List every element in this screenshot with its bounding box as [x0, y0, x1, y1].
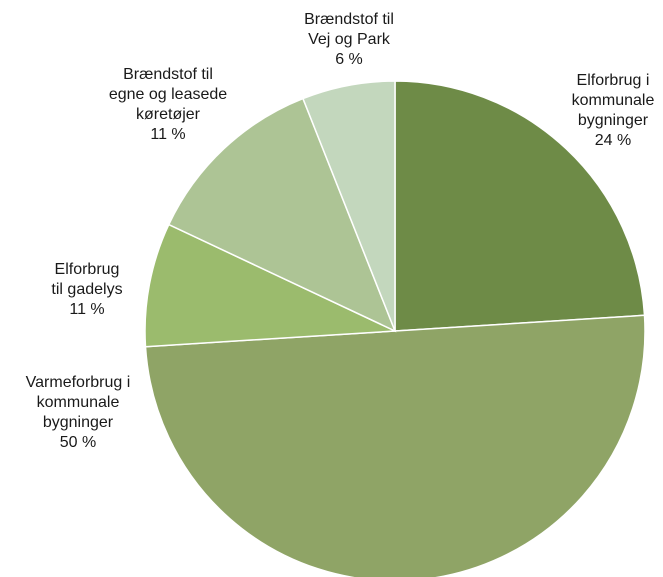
- pie-labels: Elforbrug i kommunale bygninger 24 % Varmefo…: [26, 11, 655, 451]
- slice-label-4: Brændstof til Vej og Park 6 %: [304, 11, 394, 68]
- slice-label-line-3-1: egne og leasede: [109, 86, 227, 103]
- slice-value-label-2: 11 %: [69, 301, 104, 318]
- slice-label-line-4-1: Vej og Park: [308, 31, 391, 48]
- slice-value-label-4: 6 %: [335, 51, 363, 68]
- slice-label-1: Varmeforbrug i kommunale bygninger 50 %: [26, 374, 131, 451]
- slice-label-line-0-0: Elforbrug i: [577, 72, 650, 89]
- pie-slice-2: [144, 223, 396, 348]
- slice-label-line-3-0: Brændstof til: [123, 66, 213, 83]
- pie-slices: [144, 80, 646, 577]
- slice-value-label-1: 50 %: [60, 434, 96, 451]
- pie-slice-0: [394, 80, 646, 332]
- slice-label-line-2-0: Elforbrug: [55, 261, 120, 278]
- slice-label-3: Brændstof til egne og leasede køretøjer 11 …: [109, 66, 227, 143]
- slice-label-line-4-0: Brændstof til: [304, 11, 394, 28]
- slice-label-line-3-2: køretøjer: [136, 106, 201, 123]
- pie-slice-4: [301, 80, 396, 332]
- slice-value-label-3: 11 %: [150, 126, 185, 143]
- slice-label-line-1-1: kommunale: [37, 394, 120, 411]
- slice-label-line-0-2: bygninger: [578, 112, 649, 129]
- slice-label-line-2-1: til gadelys: [51, 281, 122, 298]
- slice-label-line-0-1: kommunale: [572, 92, 655, 109]
- slice-value-label-0: 24 %: [595, 132, 631, 149]
- pie-slice-3: [167, 97, 397, 333]
- slice-label-line-1-0: Varmeforbrug i: [26, 374, 131, 391]
- slice-label-line-1-2: bygninger: [43, 414, 114, 431]
- slice-label-0: Elforbrug i kommunale bygninger 24 %: [572, 72, 655, 149]
- slice-label-2: Elforbrug til gadelys 11 %: [51, 261, 122, 318]
- pie-slice-1: [144, 314, 646, 577]
